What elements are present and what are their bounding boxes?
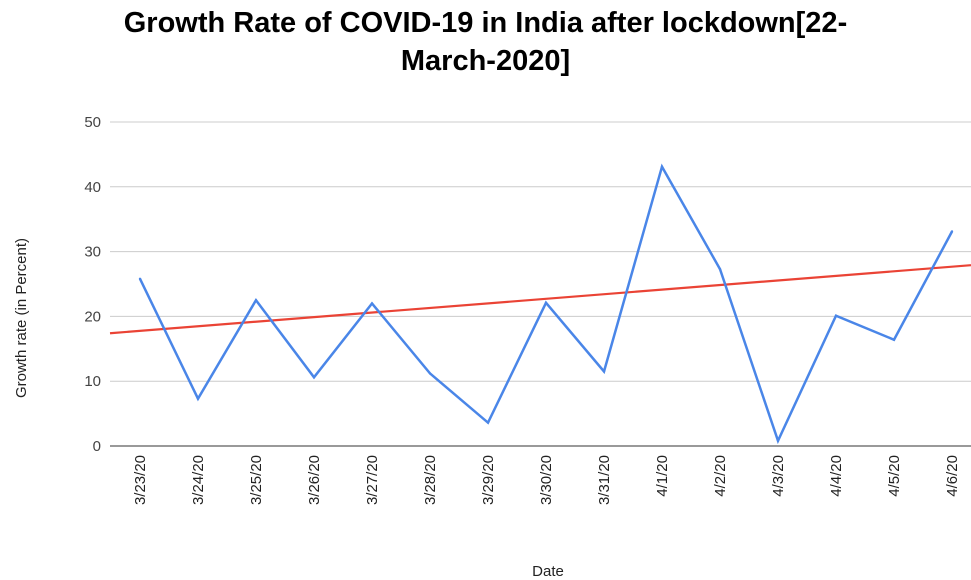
- data-point: [138, 277, 142, 281]
- y-tick-label: 10: [84, 373, 101, 390]
- series-layer: [109, 163, 971, 445]
- x-tick-label: 3/24/20: [190, 455, 207, 505]
- x-tick-label: 3/29/20: [480, 455, 497, 505]
- x-tick-label: 4/5/20: [886, 455, 903, 497]
- data-point: [602, 370, 606, 373]
- x-tick-label: 3/23/20: [132, 455, 149, 505]
- data-point: [254, 299, 258, 302]
- data-point: [950, 230, 954, 233]
- chart-title-line-2: March-2020]: [400, 45, 571, 77]
- x-axis-ticks: 3/23/20 3/24/20 3/25/20 3/26/20 3/27/20 3/28/…: [132, 455, 961, 505]
- x-tick-label: 3/25/20: [248, 455, 265, 505]
- y-axis-title: Growth rate (in Percent): [13, 238, 30, 398]
- data-point: [544, 301, 548, 304]
- data-point: [718, 267, 722, 271]
- y-tick-label: 20: [84, 308, 101, 325]
- trendline: [109, 264, 971, 335]
- chart-title-line-1: Growth Rate of COVID-19 in India after l…: [123, 7, 848, 39]
- x-tick-label: 3/27/20: [364, 455, 381, 505]
- y-tick-label: 40: [84, 179, 101, 196]
- y-tick-label: 30: [84, 244, 101, 261]
- x-tick-label: 4/3/20: [770, 455, 787, 497]
- x-tick-label: 4/1/20: [654, 455, 671, 497]
- data-point: [196, 397, 200, 400]
- y-axis-ticks: 0 10 20 30 40 50: [84, 114, 101, 455]
- data-point: [834, 314, 838, 317]
- gridlines: [110, 121, 971, 447]
- x-tick-label: 3/26/20: [306, 455, 323, 505]
- x-tick-label: 4/4/20: [828, 455, 845, 497]
- x-axis-title: Date: [532, 563, 564, 580]
- data-point: [660, 165, 664, 168]
- x-tick-label: 4/6/20: [944, 455, 961, 497]
- data-point: [776, 439, 780, 443]
- x-tick-label: 3/30/20: [538, 455, 555, 505]
- data-point: [370, 302, 374, 305]
- data-point: [892, 338, 896, 341]
- chart-title: Growth Rate of COVID-19 in India after l…: [0, 4, 971, 80]
- x-tick-label: 3/31/20: [596, 455, 613, 505]
- y-tick-label: 50: [84, 114, 101, 131]
- x-tick-label: 4/2/20: [712, 455, 729, 497]
- y-tick-label: 0: [93, 438, 101, 455]
- data-point: [428, 372, 432, 375]
- data-point: [486, 421, 490, 424]
- x-tick-label: 3/28/20: [422, 455, 439, 505]
- data-point: [312, 376, 316, 379]
